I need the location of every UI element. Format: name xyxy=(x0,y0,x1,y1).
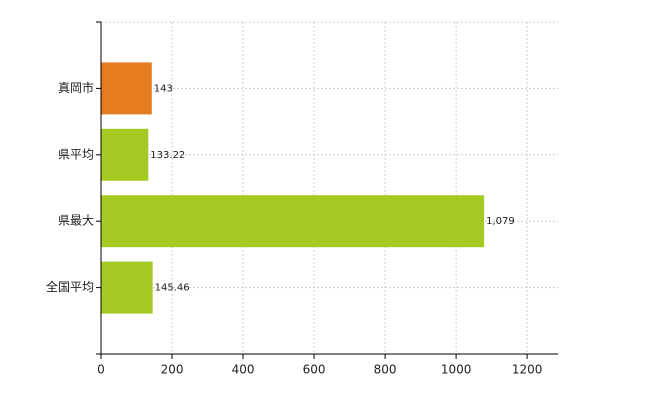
x-tick-label: 1200 xyxy=(512,363,543,377)
bar xyxy=(101,195,485,248)
x-tick-label: 0 xyxy=(97,363,105,377)
y-tick-label: 全国平均 xyxy=(46,279,94,294)
value-label: 133.22 xyxy=(150,150,185,161)
x-tick-label: 800 xyxy=(374,363,397,377)
value-label: 145.46 xyxy=(155,283,190,294)
x-tick-label: 600 xyxy=(303,363,326,377)
y-tick-label: 真岡市 xyxy=(58,80,94,95)
x-tick-label: 200 xyxy=(161,363,184,377)
bar xyxy=(101,261,153,314)
value-label: 1,079 xyxy=(486,216,515,227)
bar xyxy=(101,128,149,181)
value-label: 143 xyxy=(154,83,173,94)
x-tick-label: 400 xyxy=(232,363,255,377)
bar xyxy=(101,62,152,115)
x-tick-label: 1000 xyxy=(441,363,472,377)
y-tick-label: 県平均 xyxy=(58,147,94,161)
y-tick-label: 県最大 xyxy=(58,214,94,228)
